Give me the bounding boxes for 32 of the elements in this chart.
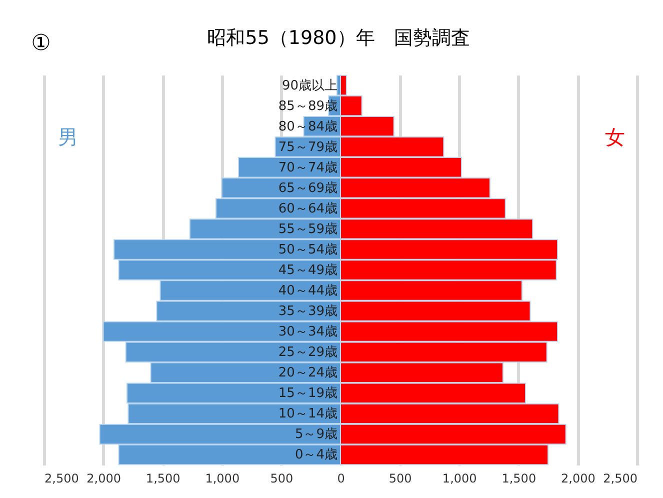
x-tick-label: 2,000 [86,472,121,486]
y-tick-label: 35～39歳 [278,304,338,320]
text: 男 [58,125,78,149]
x-tick-label: 2,500 [603,472,638,486]
x-tick-label: 2,500 [44,472,79,486]
x-tick-label: 500 [270,472,294,486]
y-tick-label: 60～64歳 [278,201,338,216]
x-tick-label: 1,000 [442,472,477,486]
x-tick-label: 2,000 [561,472,596,486]
x-tick-label: 500 [388,472,412,486]
y-tick-label: 20～24歳 [278,366,338,381]
x-tick-label: 1,500 [146,472,180,486]
y-tick-label: 40～44歳 [278,284,338,299]
y-tick-label: 65～69歳 [278,180,338,196]
y-tick-label: 55～59歳 [278,222,338,237]
y-tick-label: 0～4歳 [294,448,338,463]
y-tick-label: 5～9歳 [294,427,338,442]
text: ① [31,31,51,56]
y-tick-label: 30～34歳 [278,324,338,340]
y-tick-label: 15～19歳 [278,386,338,402]
x-tick-label: 1,500 [502,472,536,486]
x-tick-label: 1,000 [205,472,240,486]
y-tick-label: 10～14歳 [278,406,338,422]
y-tick-label: 70～74歳 [278,160,338,176]
text: 女 [605,125,625,149]
chart-title: 昭和55（1980）年 国勢調査 [207,27,470,49]
y-tick-label: 90歳以上 [282,78,338,94]
y-tick-label: 45～49歳 [278,263,338,278]
y-tick-label: 50～54歳 [278,242,338,258]
y-tick-label: 75～79歳 [278,140,338,155]
y-tick-label: 25～29歳 [278,345,338,360]
x-tick-label: 0 [337,472,345,486]
